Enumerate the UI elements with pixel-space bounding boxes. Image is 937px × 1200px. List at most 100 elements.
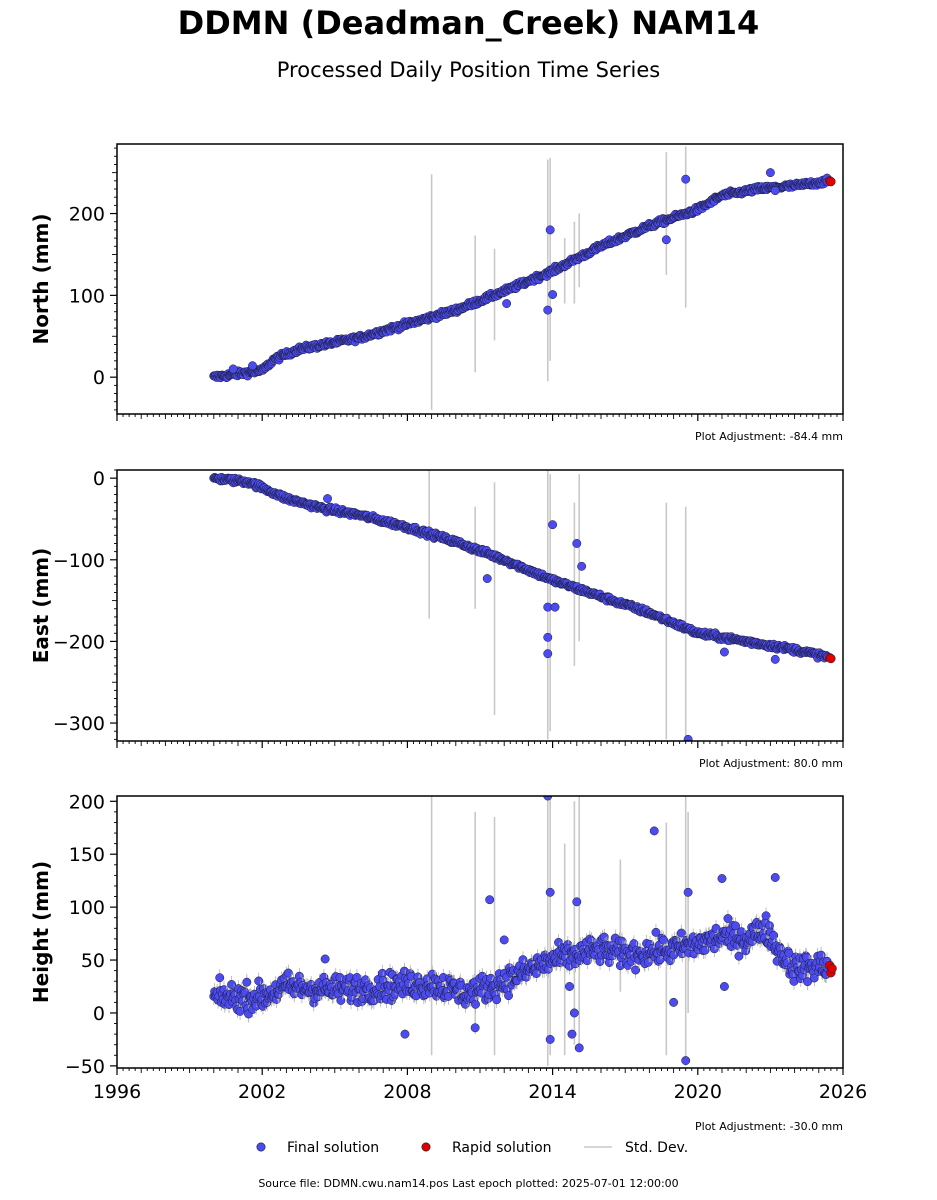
final-solution-point bbox=[769, 931, 779, 940]
plot-area bbox=[209, 470, 836, 741]
legend: Final solution Rapid solution Std. Dev. bbox=[256, 1140, 688, 1156]
final-solution-point bbox=[470, 1023, 480, 1033]
error-bars bbox=[430, 146, 687, 410]
final-solution-point bbox=[545, 1034, 555, 1044]
final-solution-points bbox=[209, 796, 833, 1066]
final-solution-point bbox=[242, 977, 252, 987]
y-axis-label: Height (mm) bbox=[29, 861, 53, 1003]
final-solution-point bbox=[681, 174, 691, 184]
y-tick-label: 100 bbox=[69, 897, 105, 919]
x-tick-label: 2002 bbox=[238, 1081, 286, 1103]
final-solution-point bbox=[761, 911, 771, 921]
y-tick-label: −50 bbox=[65, 1056, 105, 1078]
x-axis bbox=[116, 741, 844, 748]
y-axis: 0 −100 −200 −300 bbox=[53, 468, 117, 740]
y-tick-label: −200 bbox=[53, 631, 105, 653]
y-tick-label: 0 bbox=[93, 367, 105, 389]
final-solution-point bbox=[543, 305, 553, 315]
final-solution-point bbox=[723, 914, 733, 923]
final-solution-point bbox=[681, 1056, 691, 1066]
final-solution-points bbox=[209, 168, 833, 383]
final-solution-point bbox=[248, 361, 257, 371]
final-solution-point bbox=[770, 654, 780, 664]
y-tick-label: 200 bbox=[69, 791, 105, 813]
final-solution-point bbox=[651, 927, 661, 937]
final-solution-point bbox=[320, 954, 330, 964]
x-tick-label: 2008 bbox=[383, 1081, 431, 1103]
rapid-solution-point bbox=[826, 176, 836, 187]
final-solution-point bbox=[545, 225, 555, 235]
rapid-solution-point bbox=[827, 963, 837, 974]
final-solution-point bbox=[550, 602, 560, 612]
final-solution-point bbox=[631, 965, 641, 975]
final-solution-point bbox=[323, 494, 332, 504]
rapid-solution-points bbox=[825, 960, 837, 978]
final-solution-point bbox=[731, 921, 741, 931]
final-solution-point bbox=[569, 1008, 579, 1018]
source-file-note: Source file: DDMN.cwu.nam14.pos Last epo… bbox=[258, 1177, 679, 1190]
final-solution-point bbox=[683, 734, 693, 741]
final-solution-point bbox=[770, 873, 780, 882]
final-solution-point bbox=[482, 574, 492, 584]
legend-std-label: Std. Dev. bbox=[625, 1140, 688, 1156]
plot-adjustment-note: Plot Adjustment: 80.0 mm bbox=[699, 757, 843, 770]
rapid-solution-points bbox=[825, 653, 836, 664]
x-tick-label: 2026 bbox=[819, 1081, 867, 1103]
final-solution-point bbox=[574, 1043, 584, 1053]
plot-adjustment-note: Plot Adjustment: -30.0 mm bbox=[695, 1120, 843, 1133]
final-solution-point bbox=[545, 887, 555, 897]
x-axis bbox=[116, 414, 844, 421]
final-solution-point bbox=[683, 887, 693, 897]
final-solution-point bbox=[543, 796, 553, 801]
chart-subtitle: Processed Daily Position Time Series bbox=[276, 58, 661, 82]
legend-final-marker bbox=[256, 1142, 266, 1152]
y-tick-label: 200 bbox=[69, 204, 105, 226]
final-solution-point bbox=[485, 895, 495, 905]
final-solution-point bbox=[548, 290, 558, 299]
final-solution-point bbox=[499, 935, 509, 945]
axes-frame bbox=[116, 469, 844, 742]
final-solution-point bbox=[492, 995, 502, 1005]
final-solution-point bbox=[504, 991, 514, 1001]
x-axis: 1996 2002 2008 2014 2020 2026 bbox=[93, 1068, 867, 1103]
final-solution-point bbox=[215, 973, 225, 983]
y-axis-label: East (mm) bbox=[29, 548, 53, 664]
final-solution-point bbox=[502, 299, 512, 308]
final-solution-point bbox=[661, 235, 671, 245]
final-solution-point bbox=[565, 982, 574, 991]
panel-north: 0 100 200 North (mm) Plot Adjustment: -84.4 … bbox=[29, 143, 844, 443]
final-solution-point bbox=[770, 186, 780, 196]
final-solution-point bbox=[676, 928, 686, 938]
final-solution-point bbox=[717, 874, 727, 884]
final-solution-point bbox=[471, 999, 480, 1009]
final-solution-point bbox=[599, 932, 609, 942]
panel-height: −50 0 50 100 150 200 Height (mm) 1996 2002 2008 20… bbox=[29, 791, 867, 1133]
final-solution-point bbox=[400, 1029, 410, 1039]
final-solution-point bbox=[543, 649, 553, 659]
panel-east: 0 −100 −200 −300 East (mm) Plot Adjustment: 8… bbox=[29, 468, 844, 770]
y-axis: 0 100 200 bbox=[69, 147, 117, 411]
final-solution-point bbox=[734, 951, 744, 961]
plot-adjustment-note: Plot Adjustment: -84.4 mm bbox=[695, 430, 843, 443]
final-solution-point bbox=[254, 976, 264, 986]
y-axis: −50 0 50 100 150 200 bbox=[65, 791, 117, 1078]
legend-final-label: Final solution bbox=[287, 1140, 379, 1156]
final-solution-point bbox=[765, 168, 775, 178]
y-axis-label: North (mm) bbox=[29, 213, 53, 344]
y-tick-label: 50 bbox=[81, 950, 105, 972]
final-solution-point bbox=[543, 632, 553, 642]
final-solution-point bbox=[548, 520, 558, 530]
final-solution-point bbox=[572, 897, 582, 907]
final-solution-point bbox=[518, 955, 528, 965]
legend-rapid-marker bbox=[421, 1142, 431, 1152]
final-solution-point bbox=[784, 948, 794, 958]
plot-area bbox=[209, 796, 837, 1066]
final-solution-point bbox=[659, 935, 669, 945]
final-solution-point bbox=[283, 968, 293, 978]
rapid-solution-points bbox=[825, 176, 836, 187]
final-solution-point bbox=[227, 980, 237, 989]
final-solution-point bbox=[719, 647, 729, 657]
chart-title: DDMN (Deadman_Creek) NAM14 bbox=[177, 4, 760, 42]
y-tick-label: 0 bbox=[93, 1003, 105, 1025]
